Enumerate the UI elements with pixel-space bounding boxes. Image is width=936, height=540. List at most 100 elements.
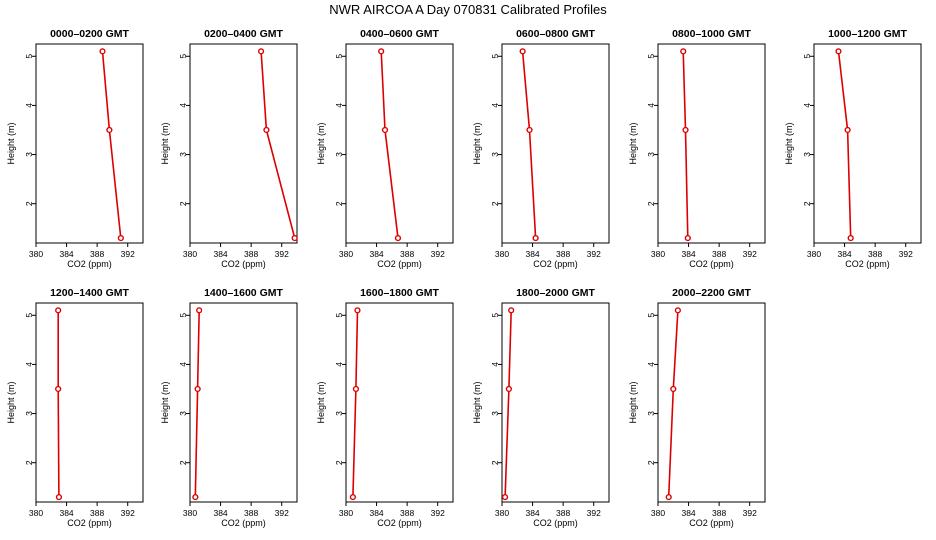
- profile-panel: 0000–0200 GMT 380 384 388 392 2 3 4 5 CO2 (ppm) He…: [6, 28, 144, 269]
- y-tick-label: 3: [334, 152, 344, 157]
- panel-title: 1800–2000 GMT: [516, 287, 595, 299]
- panel-title: 1000–1200 GMT: [828, 28, 907, 40]
- y-tick-label: 5: [802, 54, 812, 59]
- x-tick-label: 384: [681, 508, 695, 518]
- x-tick-label: 380: [339, 508, 353, 518]
- x-tick-label: 392: [275, 508, 289, 518]
- x-tick-label: 380: [651, 249, 665, 259]
- y-tick-label: 5: [24, 313, 34, 318]
- x-axis-label: CO2 (ppm): [377, 259, 422, 269]
- y-tick-label: 4: [178, 103, 188, 108]
- plot-frame: [35, 302, 144, 503]
- panel-title: 0800–1000 GMT: [672, 28, 751, 40]
- x-tick-label: 392: [431, 508, 445, 518]
- figure-title: NWR AIRCOA A Day 070831 Calibrated Profi…: [329, 2, 607, 17]
- y-tick-label: 2: [646, 201, 656, 206]
- profile-point: [680, 48, 687, 55]
- plot-frame: [501, 302, 610, 503]
- plot-frame: [657, 43, 766, 244]
- x-tick-label: 384: [369, 508, 383, 518]
- y-tick-label: 3: [490, 411, 500, 416]
- y-tick-label: 2: [646, 460, 656, 465]
- profile-point: [194, 385, 201, 393]
- x-axis-label: CO2 (ppm): [377, 518, 422, 528]
- x-tick-label: 392: [275, 249, 289, 259]
- y-tick-label: 4: [334, 362, 344, 367]
- profile-point: [505, 385, 512, 393]
- profile-panel: 1600–1800 GMT 380 384 388 392 2 3 4 5 CO2 (ppm) He…: [316, 287, 454, 528]
- profile-point: [196, 307, 203, 314]
- panel-title: 0400–0600 GMT: [360, 28, 439, 40]
- y-tick-label: 5: [334, 313, 344, 318]
- profile-point: [835, 48, 842, 55]
- x-axis-label: CO2 (ppm): [67, 518, 112, 528]
- y-tick-label: 5: [490, 313, 500, 318]
- profile-panel: 0800–1000 GMT 380 384 388 392 2 3 4 5 CO2 (ppm) He…: [628, 28, 766, 269]
- x-tick-label: 384: [59, 249, 73, 259]
- plot-frame: [657, 302, 766, 503]
- profile-panel: 0200–0400 GMT 380 384 388 392 2 3 4 5 CO2 (ppm) He…: [160, 28, 298, 269]
- y-axis-label: Height (m): [316, 381, 326, 423]
- x-tick-label: 392: [743, 508, 757, 518]
- y-tick-label: 4: [24, 103, 34, 108]
- y-axis-label: Height (m): [160, 381, 170, 423]
- x-tick-label: 380: [495, 508, 509, 518]
- x-tick-label: 388: [400, 508, 414, 518]
- y-tick-label: 5: [24, 54, 34, 59]
- profile-point: [532, 234, 539, 242]
- y-tick-label: 4: [802, 103, 812, 108]
- profile-panel: 1800–2000 GMT 380 384 388 392 2 3 4 5 CO2 (ppm) He…: [472, 287, 610, 528]
- profile-panel: 1000–1200 GMT 380 384 388 392 2 3 4 5 CO2 (ppm) He…: [784, 28, 922, 269]
- y-tick-label: 4: [24, 362, 34, 367]
- y-tick-label: 3: [24, 152, 34, 157]
- profile-panel: 1200–1400 GMT 380 384 388 392 2 3 4 5 CO2 (ppm) He…: [6, 287, 144, 528]
- profile-line: [682, 51, 689, 239]
- x-tick-label: 380: [183, 249, 197, 259]
- x-tick-label: 392: [743, 249, 757, 259]
- y-axis-label: Height (m): [316, 122, 326, 164]
- x-axis-label: CO2 (ppm): [221, 518, 266, 528]
- x-axis-label: CO2 (ppm): [689, 518, 734, 528]
- y-tick-label: 2: [334, 201, 344, 206]
- y-tick-label: 2: [178, 201, 188, 206]
- x-axis-label: CO2 (ppm): [533, 518, 578, 528]
- x-tick-label: 384: [213, 508, 227, 518]
- profile-point: [501, 493, 509, 501]
- profile-point: [519, 48, 526, 55]
- panel-title: 1200–1400 GMT: [50, 287, 129, 299]
- x-tick-label: 380: [183, 508, 197, 518]
- panel-title: 0000–0200 GMT: [50, 28, 129, 40]
- x-tick-label: 392: [587, 249, 601, 259]
- y-tick-label: 5: [646, 54, 656, 59]
- profile-point: [106, 126, 113, 134]
- profile-line: [352, 310, 359, 498]
- y-axis-label: Height (m): [6, 381, 16, 423]
- x-axis-label: CO2 (ppm): [845, 259, 890, 269]
- x-tick-label: 384: [59, 508, 73, 518]
- x-tick-label: 384: [213, 249, 227, 259]
- y-tick-label: 3: [646, 152, 656, 157]
- profile-line: [380, 51, 399, 239]
- panel-title: 0200–0400 GMT: [204, 28, 283, 40]
- panel-title: 1400–1600 GMT: [204, 287, 283, 299]
- panel-title: 0600–0800 GMT: [516, 28, 595, 40]
- profile-point: [192, 493, 199, 501]
- y-tick-label: 4: [178, 362, 188, 367]
- y-tick-label: 5: [178, 313, 188, 318]
- y-tick-label: 5: [334, 54, 344, 59]
- x-tick-label: 380: [495, 249, 509, 259]
- y-tick-label: 3: [490, 152, 500, 157]
- x-tick-label: 388: [90, 249, 104, 259]
- profile-point: [378, 48, 385, 55]
- plot-frame: [189, 302, 298, 503]
- y-tick-label: 5: [178, 54, 188, 59]
- x-tick-label: 380: [651, 508, 665, 518]
- y-axis-label: Height (m): [628, 122, 638, 164]
- profile-point: [263, 126, 270, 134]
- x-axis-label: CO2 (ppm): [67, 259, 112, 269]
- profile-line: [57, 310, 60, 498]
- profile-point: [394, 234, 402, 242]
- profile-point: [381, 126, 389, 134]
- y-tick-label: 4: [646, 103, 656, 108]
- x-tick-label: 392: [121, 508, 135, 518]
